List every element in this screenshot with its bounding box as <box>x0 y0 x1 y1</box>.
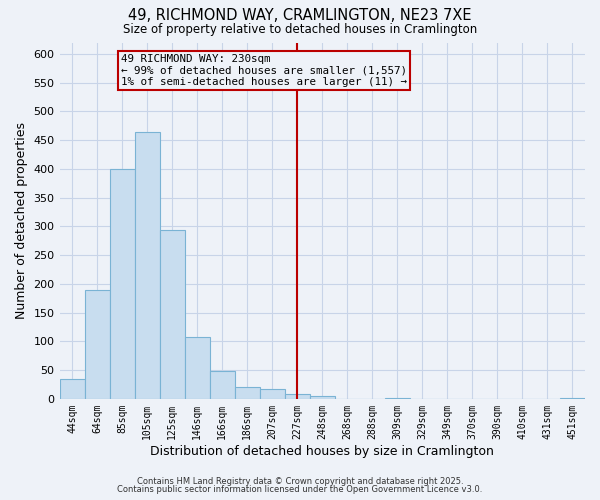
Bar <box>185 338 209 399</box>
Bar <box>134 132 160 399</box>
Bar <box>285 394 310 399</box>
Bar <box>385 398 410 399</box>
Bar <box>560 398 585 399</box>
Text: Size of property relative to detached houses in Cramlington: Size of property relative to detached ho… <box>123 22 477 36</box>
Text: Contains HM Land Registry data © Crown copyright and database right 2025.: Contains HM Land Registry data © Crown c… <box>137 477 463 486</box>
Bar <box>209 371 235 399</box>
Text: Contains public sector information licensed under the Open Government Licence v3: Contains public sector information licen… <box>118 485 482 494</box>
Bar <box>235 388 260 399</box>
X-axis label: Distribution of detached houses by size in Cramlington: Distribution of detached houses by size … <box>151 444 494 458</box>
Bar <box>110 169 134 399</box>
Y-axis label: Number of detached properties: Number of detached properties <box>15 122 28 319</box>
Bar <box>85 290 110 399</box>
Bar <box>59 378 85 399</box>
Bar <box>160 230 185 399</box>
Bar <box>260 389 285 399</box>
Text: 49, RICHMOND WAY, CRAMLINGTON, NE23 7XE: 49, RICHMOND WAY, CRAMLINGTON, NE23 7XE <box>128 8 472 22</box>
Text: 49 RICHMOND WAY: 230sqm
← 99% of detached houses are smaller (1,557)
1% of semi-: 49 RICHMOND WAY: 230sqm ← 99% of detache… <box>121 54 407 87</box>
Bar <box>310 396 335 399</box>
